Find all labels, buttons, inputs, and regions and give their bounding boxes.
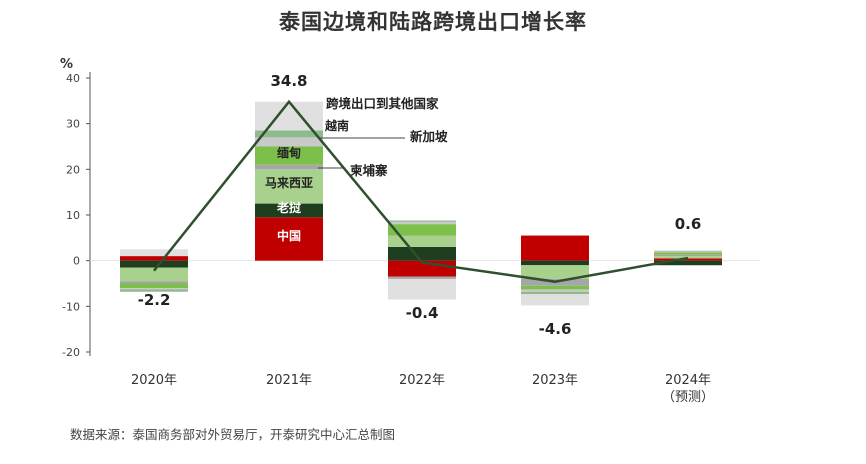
bar-segment — [654, 256, 722, 259]
y-tick-label: -10 — [62, 300, 80, 313]
bar-segment — [521, 265, 589, 279]
x-category-label: 2020年 — [131, 373, 177, 388]
bar-segment — [388, 276, 456, 279]
series-label: 缅甸 — [277, 145, 301, 160]
bar-segment — [120, 289, 188, 292]
y-tick-label: 40 — [66, 72, 80, 85]
bar-segment — [120, 281, 188, 284]
bar-segment — [255, 130, 323, 138]
series-label: 老挝 — [277, 200, 302, 215]
bar-segment — [654, 260, 722, 266]
bar-segment — [521, 235, 589, 261]
bar-segment — [654, 252, 722, 255]
data-label: -2.2 — [138, 291, 171, 309]
y-tick-label: 30 — [66, 118, 80, 131]
bar-segment — [255, 217, 323, 261]
bar-segment — [521, 285, 589, 290]
x-category-label: （预测） — [662, 390, 714, 405]
series-annotation: 新加坡 — [410, 129, 448, 144]
series-label: 马来西亚 — [265, 175, 313, 190]
y-tick-label: 0 — [73, 255, 80, 268]
x-category-label: 2022年 — [399, 373, 445, 388]
y-tick-label: 10 — [66, 209, 80, 222]
bar-segment — [654, 258, 722, 261]
bar-segment — [388, 278, 456, 300]
x-category-label: 2023年 — [532, 373, 578, 388]
bar-segment — [654, 254, 722, 257]
bar-segment — [120, 267, 188, 282]
data-label: -4.6 — [539, 320, 572, 338]
x-category-label: 2021年 — [266, 373, 312, 388]
bar-segment — [654, 250, 722, 252]
bar-segment — [654, 251, 722, 253]
bar-segment — [255, 164, 323, 170]
source-note: 数据来源：泰国商务部对外贸易厅，开泰研究中心汇总制图 — [70, 427, 396, 442]
bar-segment — [521, 289, 589, 292]
bar-segment — [654, 251, 722, 252]
bar-segment — [120, 260, 188, 268]
series-annotation: 柬埔寨 — [349, 163, 388, 178]
bar-segment — [120, 288, 188, 290]
total-line — [153, 99, 689, 283]
bar-segment — [255, 101, 323, 131]
data-label: 0.6 — [675, 215, 702, 233]
bar-segment — [388, 246, 456, 261]
bar-segment — [120, 256, 188, 261]
series-label: 中国 — [277, 228, 301, 243]
y-tick-label: -20 — [62, 346, 80, 359]
bar-segment — [255, 137, 323, 147]
bar-segment — [521, 260, 589, 266]
bar-segment — [388, 221, 456, 225]
bar-segment — [388, 235, 456, 247]
y-axis-unit: % — [60, 57, 73, 72]
series-label: 越南 — [324, 118, 349, 133]
bar-segment — [521, 294, 589, 306]
bar-segment — [255, 146, 323, 165]
bar-segment — [120, 249, 188, 257]
bar-segment — [388, 220, 456, 222]
bar-segment — [388, 224, 456, 236]
y-tick-label: 20 — [66, 163, 80, 176]
data-label: 34.8 — [270, 72, 307, 90]
chart-title: 泰国边境和陆路跨境出口增长率 — [279, 10, 587, 34]
series-annotation: 跨境出口到其他国家 — [326, 96, 439, 111]
data-label: -0.4 — [406, 304, 439, 322]
bar-segment — [120, 283, 188, 289]
bar-segment — [255, 169, 323, 204]
bar-segment — [521, 291, 589, 295]
bar-segment — [255, 203, 323, 218]
x-category-label: 2024年 — [665, 373, 711, 388]
